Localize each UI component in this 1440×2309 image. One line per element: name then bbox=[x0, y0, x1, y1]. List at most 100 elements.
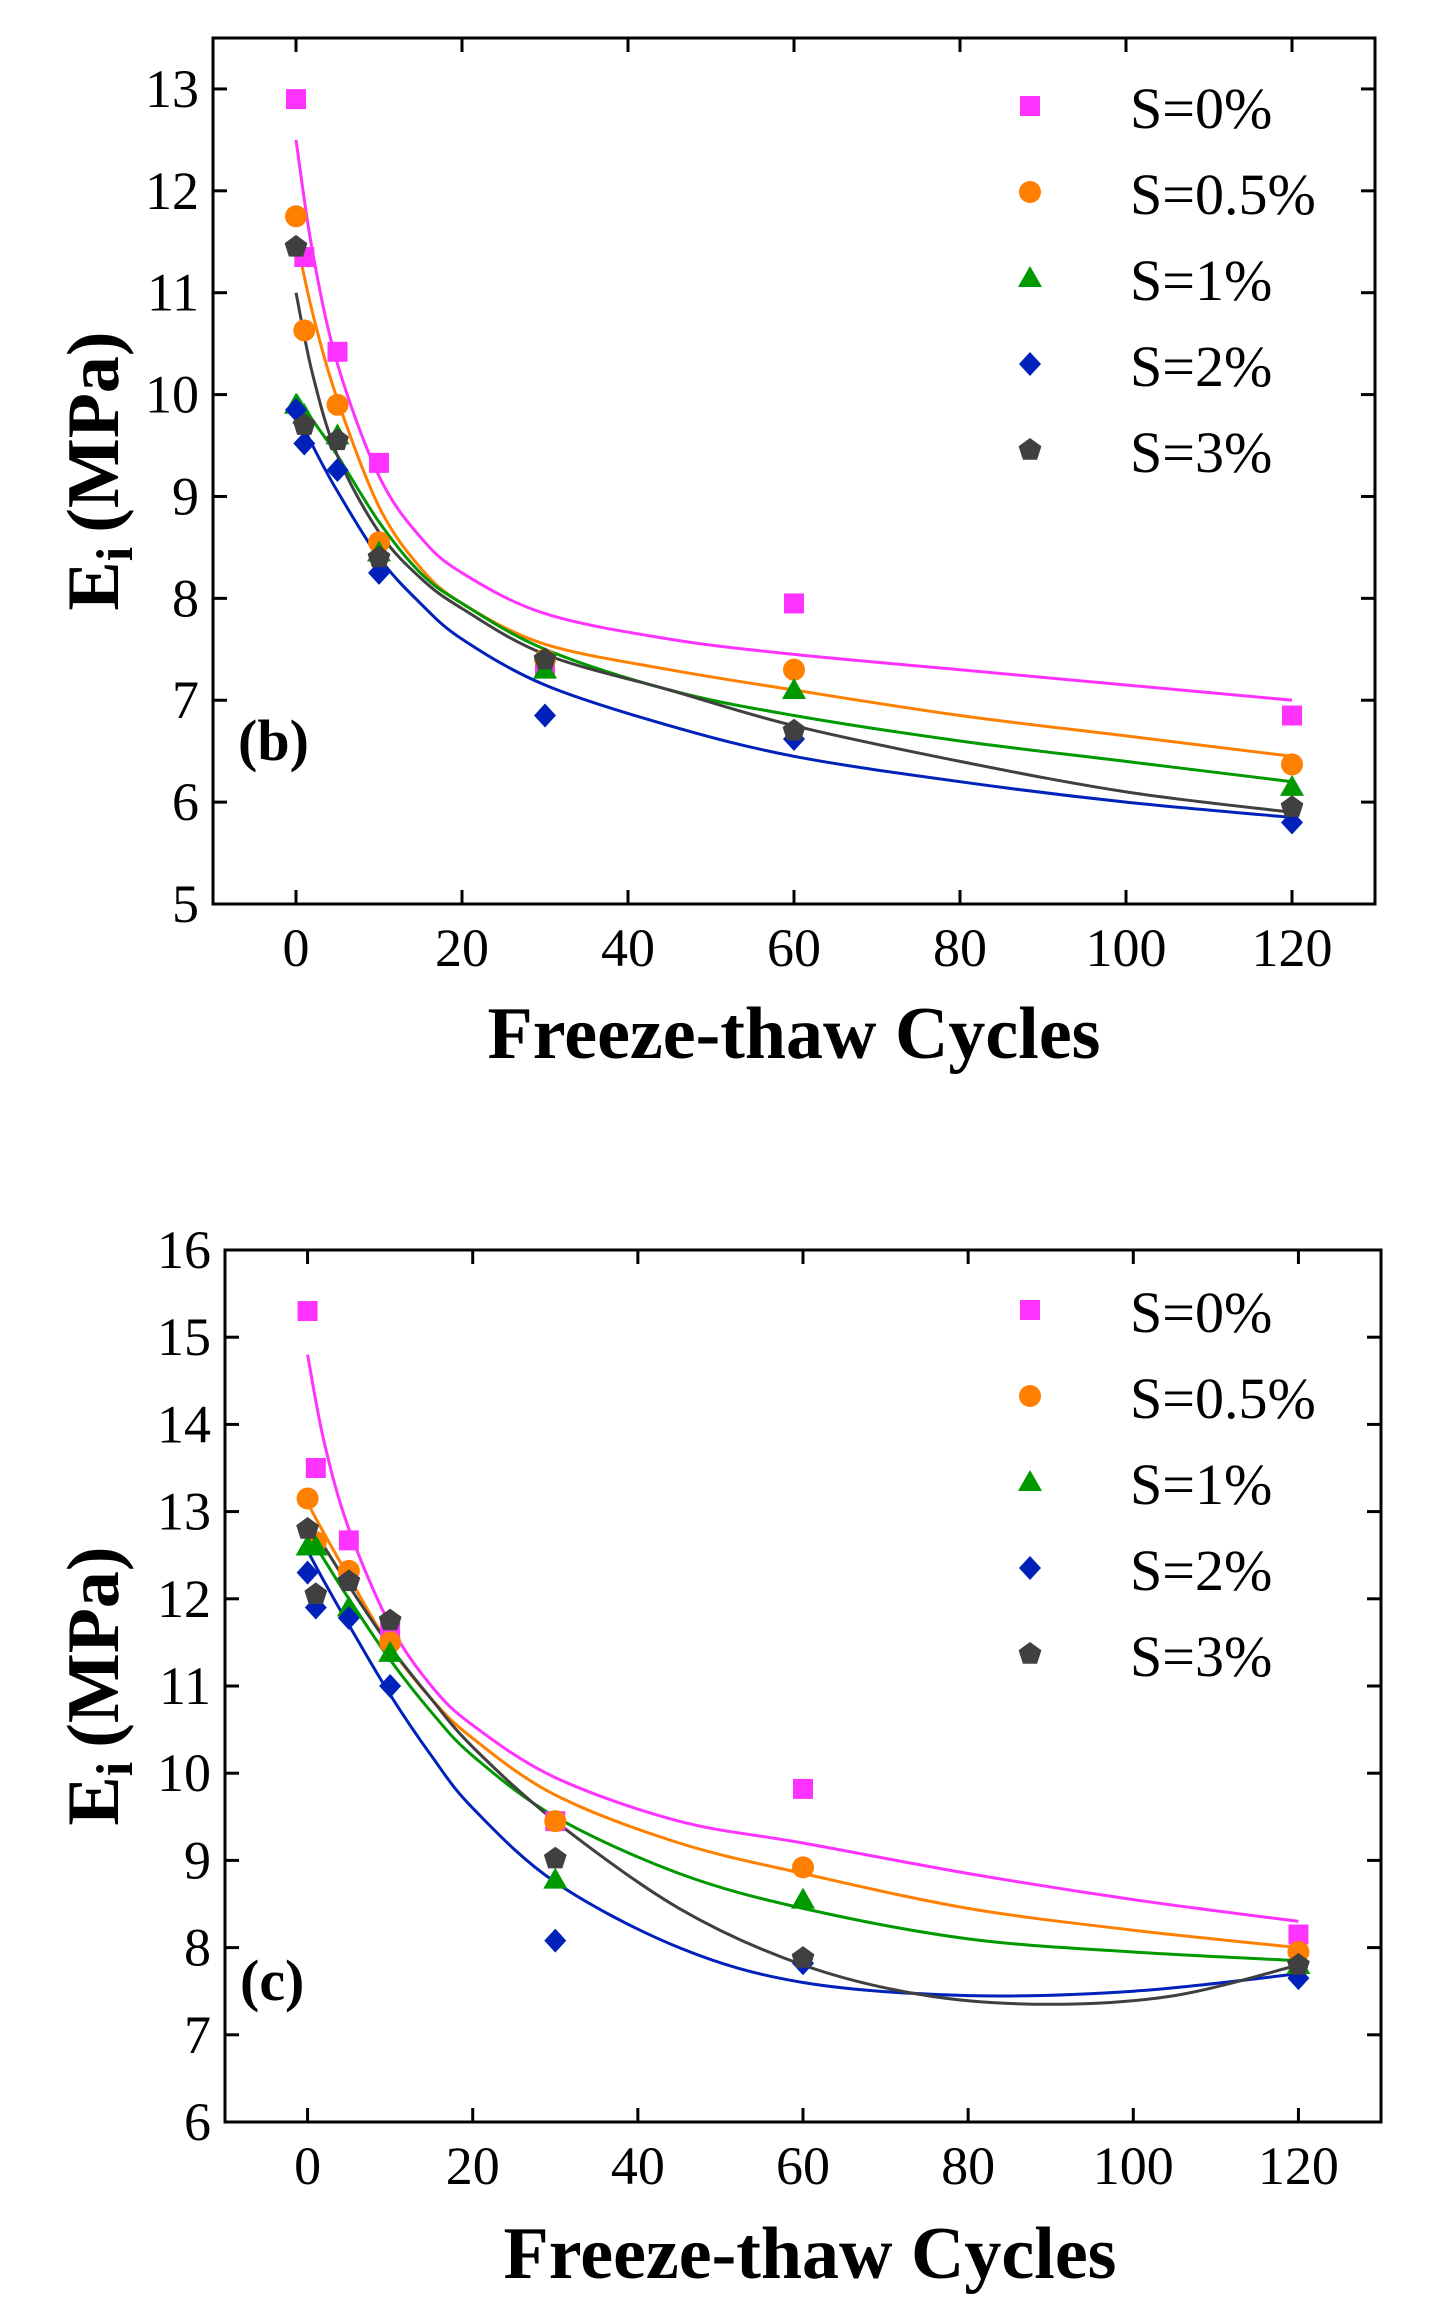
y-tick-label: 9 bbox=[172, 466, 199, 526]
data-point bbox=[378, 1608, 402, 1631]
panel-c: (c) Freeze-thaw Cycles Ei (MPa) 0 20 40 60 80… bbox=[53, 1220, 1383, 2295]
legend-marker bbox=[1019, 181, 1041, 203]
y-tick-label: 12 bbox=[145, 161, 199, 221]
data-points bbox=[295, 1301, 1311, 1991]
data-point bbox=[1280, 795, 1304, 817]
data-point bbox=[791, 1887, 815, 1909]
panel-b: (b) Freeze-thaw Cycles Ei (MPa) 0 20 40 60 80… bbox=[53, 36, 1377, 1075]
x-tick-label: 0 bbox=[283, 918, 310, 978]
x-tick-label: 40 bbox=[611, 2136, 665, 2196]
data-point bbox=[326, 393, 349, 416]
y-axis-title: Ei (MPa) bbox=[53, 331, 144, 610]
data-point bbox=[544, 1810, 567, 1833]
panel-label: (b) bbox=[238, 708, 309, 773]
data-point bbox=[284, 234, 308, 257]
x-axis-title: Freeze-thaw Cycles bbox=[504, 2213, 1117, 2295]
y-tick-label: 11 bbox=[159, 1656, 211, 1716]
legend-label: S=3% bbox=[1130, 1624, 1272, 1689]
data-point bbox=[367, 545, 391, 568]
fit-curve bbox=[306, 1502, 1299, 1950]
legend-marker bbox=[1018, 438, 1042, 460]
legend-item: S=0.5% bbox=[1019, 162, 1316, 227]
data-point bbox=[1281, 753, 1303, 776]
legend-label: S=2% bbox=[1130, 1538, 1272, 1603]
x-tick-label: 100 bbox=[1093, 2136, 1174, 2196]
y-axis-title-unit: (MPa) bbox=[53, 1546, 135, 1747]
data-point bbox=[303, 1534, 328, 1556]
data-point bbox=[305, 1458, 326, 1478]
y-axis-title-main: E bbox=[53, 1776, 135, 1825]
y-axis-title: Ei (MPa) bbox=[53, 1546, 144, 1825]
x-tick-label: 80 bbox=[941, 2136, 995, 2196]
y-tick-label: 11 bbox=[147, 263, 199, 323]
y-tick-label: 13 bbox=[145, 59, 199, 119]
data-point bbox=[369, 452, 389, 473]
data-point bbox=[286, 89, 306, 110]
x-tick-label: 0 bbox=[294, 2136, 321, 2196]
x-tick-label: 80 bbox=[933, 918, 987, 978]
data-point bbox=[379, 1674, 402, 1698]
legend-marker bbox=[1019, 352, 1041, 376]
y-tick-label: 7 bbox=[172, 670, 199, 730]
x-tick-label: 120 bbox=[1252, 918, 1333, 978]
legend-label: S=0% bbox=[1130, 76, 1272, 141]
legend-marker bbox=[1019, 1556, 1041, 1580]
legend-label: S=0.5% bbox=[1130, 162, 1316, 227]
x-tick-label: 120 bbox=[1258, 2136, 1339, 2196]
data-points bbox=[284, 89, 1304, 835]
fit-curve bbox=[306, 1354, 1299, 1923]
legend-item: S=2% bbox=[1019, 1538, 1272, 1603]
data-point bbox=[784, 593, 804, 614]
x-axis-title: Freeze-thaw Cycles bbox=[488, 993, 1101, 1075]
legend-item: S=0% bbox=[1020, 76, 1272, 141]
data-point bbox=[1287, 1953, 1310, 1975]
y-tick-label: 13 bbox=[157, 1482, 211, 1542]
legend-label: S=1% bbox=[1130, 248, 1272, 313]
x-tick-label: 60 bbox=[767, 918, 821, 978]
y-tick-label: 5 bbox=[172, 874, 199, 934]
data-point bbox=[296, 1517, 319, 1539]
y-tick-label: 10 bbox=[145, 365, 199, 425]
data-point bbox=[292, 413, 316, 435]
data-point bbox=[533, 647, 557, 670]
legend-marker bbox=[1018, 1470, 1042, 1491]
axis-ticks: 0 20 40 60 80 100 120 5 6 7 8 9 10 11 12 13 bbox=[145, 38, 1375, 978]
y-axis-title-sub: i bbox=[87, 547, 144, 561]
legend-item: S=0% bbox=[1020, 1280, 1272, 1345]
y-tick-label: 14 bbox=[157, 1394, 211, 1454]
fit-curve bbox=[306, 1519, 1299, 2006]
data-point bbox=[293, 431, 316, 456]
legend-label: S=2% bbox=[1130, 334, 1272, 399]
data-point bbox=[792, 1856, 814, 1879]
y-tick-label: 16 bbox=[157, 1220, 211, 1280]
data-point bbox=[783, 658, 805, 681]
legend-item: S=1% bbox=[1018, 248, 1272, 313]
y-tick-label: 6 bbox=[184, 2092, 211, 2152]
legend-item: S=2% bbox=[1019, 334, 1272, 399]
legend-marker bbox=[1020, 96, 1040, 116]
legend-marker bbox=[1018, 1642, 1042, 1664]
y-tick-label: 8 bbox=[172, 568, 199, 628]
data-point bbox=[296, 1560, 319, 1585]
y-tick-label: 12 bbox=[157, 1569, 211, 1629]
data-point bbox=[296, 1487, 319, 1510]
fit-curve bbox=[294, 409, 1293, 819]
axis-ticks: 0 20 40 60 80 100 120 6 7 8 9 10 11 12 13 14 15 16 bbox=[157, 1220, 1381, 2196]
y-tick-label: 15 bbox=[157, 1307, 211, 1367]
legend-item: S=0.5% bbox=[1019, 1366, 1316, 1431]
legend: S=0% S=0.5% S=1% S=2% S=3% bbox=[1018, 76, 1316, 485]
legend-marker bbox=[1019, 1385, 1041, 1407]
data-point bbox=[534, 703, 556, 728]
y-tick-label: 7 bbox=[184, 2005, 211, 2065]
y-tick-label: 10 bbox=[157, 1743, 211, 1803]
data-point bbox=[791, 1946, 815, 1968]
legend-marker bbox=[1018, 266, 1042, 287]
legend-label: S=3% bbox=[1130, 420, 1272, 485]
data-point bbox=[782, 678, 806, 700]
data-point bbox=[378, 1640, 403, 1662]
y-axis-title-unit: (MPa) bbox=[53, 331, 135, 532]
data-point bbox=[782, 718, 806, 741]
y-tick-label: 8 bbox=[184, 1918, 211, 1978]
data-point bbox=[338, 1530, 359, 1551]
legend-marker bbox=[1020, 1300, 1040, 1320]
